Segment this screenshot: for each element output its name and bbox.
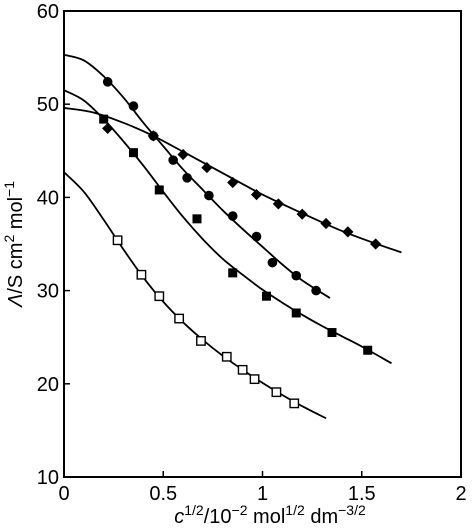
square-open-marker xyxy=(237,364,248,375)
y-tick-label: 60 xyxy=(37,1,59,23)
circle-filled-marker xyxy=(251,231,262,242)
square-open-marker xyxy=(271,387,282,398)
square-filled-marker xyxy=(228,268,238,278)
circle-filled-marker xyxy=(311,285,321,296)
square-filled-marker xyxy=(154,185,164,195)
square-open-marker xyxy=(196,336,206,346)
x-tick-label: 0 xyxy=(58,483,69,505)
circle-filled-marker xyxy=(267,257,278,268)
fit-curve-2 xyxy=(63,53,331,299)
diamond-filled-marker xyxy=(227,176,239,189)
circle-filled-marker xyxy=(128,101,139,111)
circle-filled-marker xyxy=(148,131,159,141)
fit-curve-3 xyxy=(63,89,392,365)
y-tick-label: 40 xyxy=(37,187,59,209)
square-open-marker xyxy=(136,269,147,280)
y-axis-title: Λ/S cm2 mol−1 xyxy=(1,181,27,308)
diamond-filled-marker xyxy=(370,238,382,250)
square-filled-marker xyxy=(128,148,138,158)
diamond-filled-marker xyxy=(102,122,114,135)
data-markers xyxy=(99,77,382,409)
square-open-marker xyxy=(249,374,260,385)
square-open-marker xyxy=(174,313,185,324)
circle-filled-marker xyxy=(291,270,302,281)
y-tick-label: 30 xyxy=(37,281,59,303)
diamond-filled-marker xyxy=(272,198,284,210)
y-tick-label: 10 xyxy=(37,467,59,489)
y-tick-label: 20 xyxy=(37,374,59,396)
square-filled-marker xyxy=(261,291,271,301)
axis-ticks: 0 0.5 1 1.5 2 10 20 30 40 50 60 xyxy=(37,1,467,505)
circle-filled-marker xyxy=(102,77,113,87)
square-filled-marker xyxy=(291,308,301,318)
diamond-filled-marker xyxy=(342,226,354,238)
x-tick-label: 1.5 xyxy=(348,483,376,505)
diamond-filled-marker xyxy=(296,208,308,220)
square-filled-marker xyxy=(363,345,373,355)
circle-filled-marker xyxy=(168,155,178,165)
square-filled-marker xyxy=(99,114,109,124)
diamond-filled-marker xyxy=(201,161,213,174)
fit-curve-4 xyxy=(63,171,327,420)
diamond-filled-marker xyxy=(320,217,332,230)
square-filled-marker xyxy=(327,328,337,338)
diamond-filled-marker xyxy=(250,189,263,201)
diamond-filled-marker xyxy=(177,148,189,161)
square-open-marker xyxy=(289,398,300,409)
square-open-marker xyxy=(154,291,165,302)
x-tick-label: 2 xyxy=(455,483,466,505)
square-filled-marker xyxy=(192,214,202,224)
y-tick-label: 50 xyxy=(37,94,59,116)
x-tick-label: 0.5 xyxy=(149,483,177,505)
x-axis-title: c1/2/10−2 mol1/2 dm−3/2 xyxy=(174,502,366,528)
circle-filled-marker xyxy=(227,211,238,221)
plot-frame xyxy=(63,10,462,478)
circle-filled-marker xyxy=(182,173,192,183)
fit-curve-1 xyxy=(63,107,402,254)
x-tick-label: 1 xyxy=(257,483,268,505)
square-open-marker xyxy=(221,351,232,362)
circle-filled-marker xyxy=(204,190,214,201)
square-open-marker xyxy=(112,235,123,246)
